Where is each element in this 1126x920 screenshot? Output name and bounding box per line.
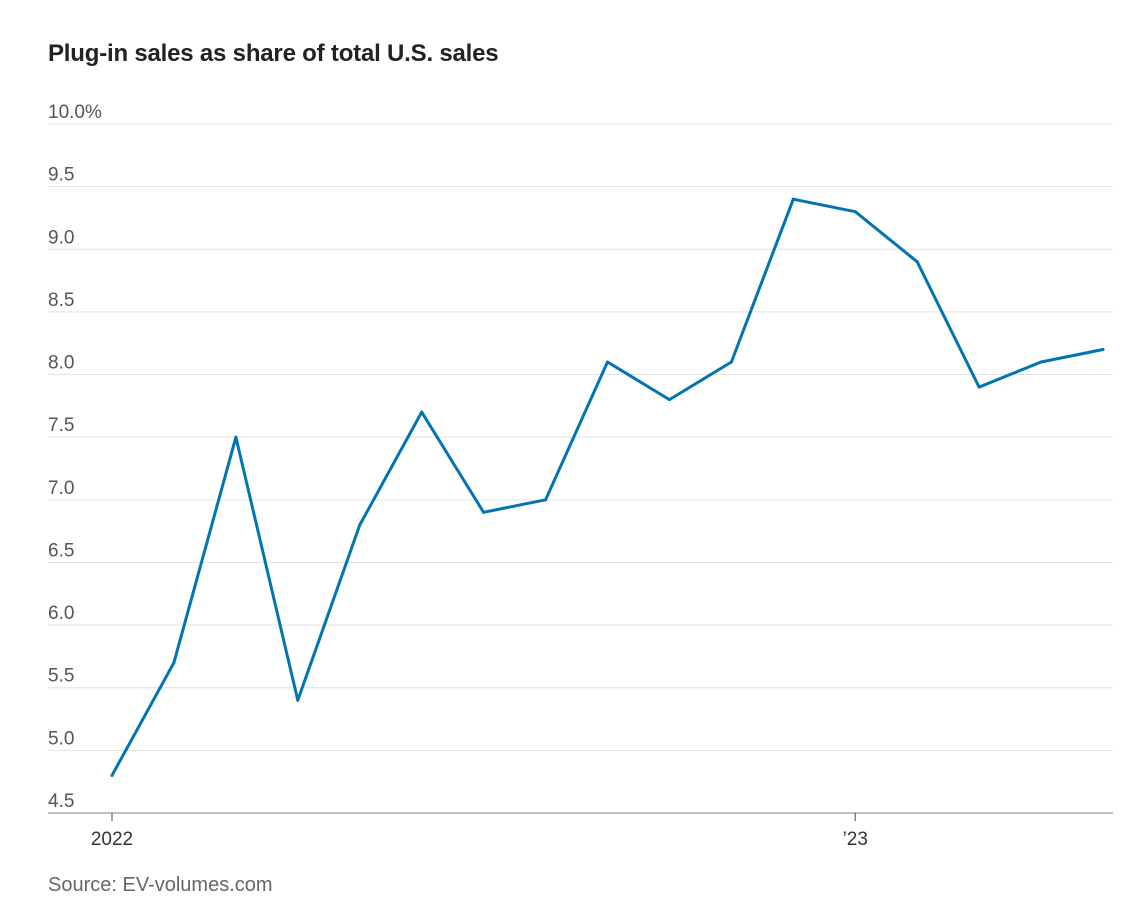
source-note: Source: EV-volumes.com xyxy=(48,874,273,896)
y-tick-label: 9.5 xyxy=(48,165,74,186)
y-tick-label: 6.0 xyxy=(48,603,74,624)
y-tick-label: 7.5 xyxy=(48,415,74,436)
x-axis: 2022 ’23 xyxy=(91,813,868,850)
y-tick-label: 10.0% xyxy=(48,102,102,123)
grid-lines xyxy=(48,123,1113,814)
y-axis: 10.0% 9.5 9.0 8.5 8.0 7.5 7.0 6.5 6.0 5.5 5.0 4.5 xyxy=(48,102,102,812)
data-point xyxy=(667,398,671,402)
y-tick-label: 8.5 xyxy=(48,290,74,311)
data-point xyxy=(977,385,981,389)
y-tick-label: 8.0 xyxy=(48,353,74,374)
y-tick-label: 7.0 xyxy=(48,478,74,499)
data-point xyxy=(482,510,486,514)
data-point xyxy=(234,435,238,439)
data-point xyxy=(296,698,300,702)
y-tick-label: 5.0 xyxy=(48,728,74,749)
data-point xyxy=(853,210,857,214)
line-chart: 10.0% 9.5 9.0 8.5 8.0 7.5 7.0 6.5 6.0 5.5 5.0 4.5 2… xyxy=(48,102,1113,850)
y-tick-label: 5.5 xyxy=(48,666,74,687)
series-line xyxy=(110,197,1105,777)
data-point xyxy=(729,360,733,364)
data-point xyxy=(791,197,795,201)
chart-title: Plug-in sales as share of total U.S. sal… xyxy=(48,40,499,67)
data-point xyxy=(358,523,362,527)
x-tick-label: 2022 xyxy=(91,829,133,850)
y-tick-label: 4.5 xyxy=(48,791,74,812)
data-point xyxy=(1039,360,1043,364)
data-point xyxy=(544,498,548,502)
series-layer xyxy=(110,197,1105,777)
data-point xyxy=(420,410,424,414)
y-tick-label: 6.5 xyxy=(48,540,74,561)
data-point xyxy=(1101,347,1105,351)
data-point xyxy=(915,260,919,264)
data-point xyxy=(172,661,176,665)
data-point xyxy=(606,360,609,364)
y-tick-label: 9.0 xyxy=(48,227,74,248)
data-point xyxy=(110,773,114,777)
x-tick-label: ’23 xyxy=(843,829,868,850)
